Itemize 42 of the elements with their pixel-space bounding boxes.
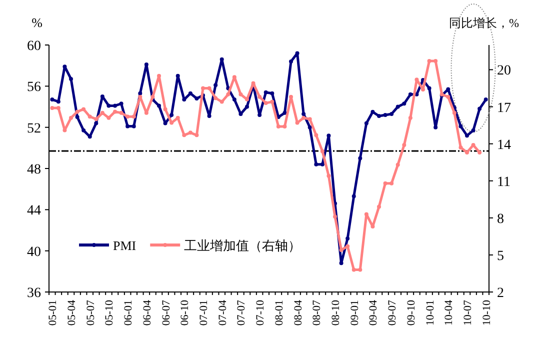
x-tick-label: 07-04 xyxy=(216,300,229,326)
y2-tick-label: 11 xyxy=(497,174,510,190)
y-axis-title: % xyxy=(32,15,43,30)
y-tick-label: 44 xyxy=(27,204,41,219)
x-tick-label: 09-07 xyxy=(386,300,399,326)
x-tick-label: 07-10 xyxy=(254,300,267,326)
x-tick-label: 09-04 xyxy=(368,300,380,326)
x-tick-label: 07-07 xyxy=(236,300,248,326)
x-tick-label: 10-01 xyxy=(424,300,436,326)
x-tick-label: 08-01 xyxy=(273,300,286,326)
y2-tick-label: 17 xyxy=(497,100,511,116)
x-tick-label: 10-04 xyxy=(443,300,456,326)
y-tick-label: 36 xyxy=(27,286,41,301)
x-tick-label: 06-07 xyxy=(160,300,172,326)
y-tick-label: 56 xyxy=(27,80,41,96)
x-tick-label: 06-10 xyxy=(179,300,192,326)
x-tick-label: 05-10 xyxy=(104,300,116,326)
x-tick-label: 06-01 xyxy=(122,300,135,326)
y-tick-label: 60 xyxy=(27,39,41,54)
y2-axis-title: 同比增长，% xyxy=(449,16,519,30)
y-tick-label: 40 xyxy=(27,244,41,260)
y2-tick-label: 5 xyxy=(497,248,504,264)
x-tick-label: 08-04 xyxy=(292,300,304,326)
legend-label: PMI xyxy=(113,238,136,253)
y-tick-label: 48 xyxy=(27,162,41,178)
x-tick-label: 10-07 xyxy=(462,300,474,326)
x-tick-label: 05-04 xyxy=(66,300,78,326)
x-tick-label: 09-01 xyxy=(348,300,361,326)
y2-tick-label: 2 xyxy=(497,286,504,301)
legend-label: 工业增加值（右轴） xyxy=(184,238,302,253)
x-tick-label: 05-07 xyxy=(84,300,97,326)
y2-tick-label: 20 xyxy=(497,64,511,79)
x-tick-label: 08-10 xyxy=(330,300,342,326)
x-tick-label: 07-01 xyxy=(198,300,210,326)
y2-tick-label: 14 xyxy=(497,138,511,153)
x-tick-label: 09-10 xyxy=(405,300,418,326)
x-tick-label: 08-07 xyxy=(311,300,324,326)
x-tick-label: 06-04 xyxy=(141,300,154,326)
x-tick-label: 05-01 xyxy=(47,300,60,326)
y-tick-label: 52 xyxy=(27,121,41,136)
y2-tick-label: 8 xyxy=(497,212,504,227)
x-tick-label: 10-10 xyxy=(480,300,493,326)
